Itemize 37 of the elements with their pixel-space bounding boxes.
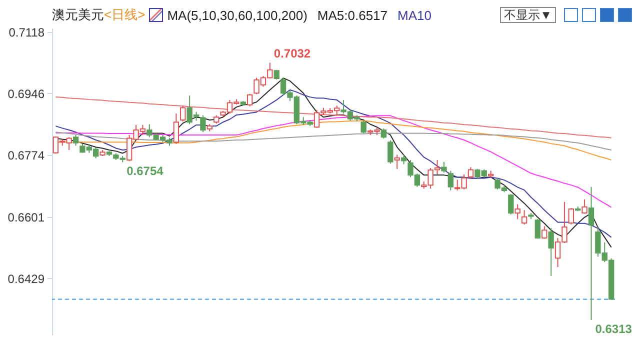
annotation: 0.6313 [595,322,632,336]
annotation: 0.7032 [274,46,311,61]
candlestick [388,140,394,164]
text: MA10 [398,8,432,22]
y-tick-label: 0.6774 [8,148,45,163]
candlestick [588,186,594,320]
y-tick-label: 0.7118 [8,25,45,40]
text: MA5:0.6517 [317,8,388,22]
candlestick [542,226,548,240]
text: MA(5,10,30,60,100,200) [167,8,308,22]
y-tick-label: 0.6601 [8,210,45,224]
chart-subtitle: <日线> [104,6,146,24]
candlestick [72,134,79,146]
candlestick [246,93,253,107]
text: 不显示▼ [500,7,556,23]
candlestick [360,120,366,134]
candlestick [514,204,520,220]
annotation: 0.6754 [126,164,164,178]
y-tick-label: 0.6946 [8,86,45,101]
candlestick [441,161,447,174]
candlestick [180,105,186,122]
candlestick [508,194,514,215]
candlestick [582,198,588,214]
candlestick [173,113,180,144]
candlestick [548,228,554,276]
candlestick [394,154,400,170]
candlestick [200,114,206,133]
candlestick [534,218,541,240]
chart-title: 澳元美元 [52,6,104,24]
candlestick [568,207,574,225]
candlestick [400,154,407,165]
line-series [55,96,612,138]
candlestick [448,170,454,191]
y-tick-label: 0.6429 [8,272,45,286]
candlestick [380,128,387,140]
candlestick [468,166,474,180]
candlestick [521,210,528,225]
